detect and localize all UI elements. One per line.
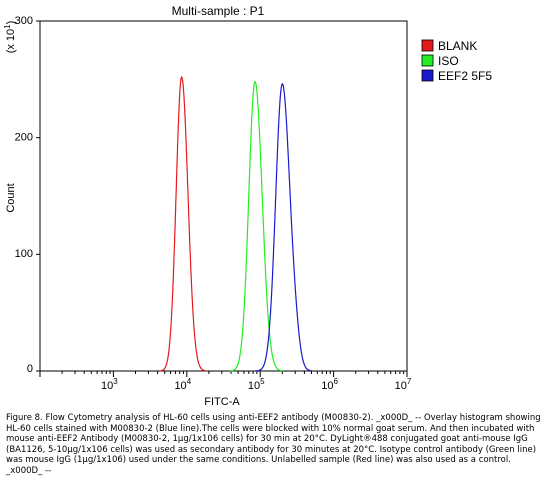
figure-caption: Figure 8. Flow Cytometry analysis of HL-…	[6, 413, 541, 476]
flow-cytometry-chart: Multi-sample : P1 Count (x 101) 0 100 200 3…	[3, 4, 492, 408]
x-tick-label: 103	[101, 377, 118, 392]
x-tick-label: 106	[321, 377, 338, 392]
y-tick-label: 300	[15, 15, 33, 27]
x-tick-label: 104	[174, 377, 191, 392]
x-tick-label: 105	[248, 377, 265, 392]
histogram-line-iso	[230, 81, 284, 372]
x-tick-label: 107	[395, 377, 412, 392]
legend-label: ISO	[438, 54, 459, 68]
y-axis-label: Count	[5, 183, 17, 212]
legend-label: BLANK	[438, 39, 477, 53]
legend-label: EEF2 5F5	[438, 69, 492, 83]
histogram-line-eef2-5f5	[255, 83, 312, 372]
histogram-line-blank	[159, 76, 207, 372]
y-tick-label: 200	[15, 132, 33, 144]
x-axis-label: FITC-A	[204, 396, 240, 408]
plot-frame	[39, 20, 408, 372]
y-tick-label: 0	[27, 363, 33, 375]
y-axis-multiplier: (x 101)	[3, 21, 17, 54]
chart-title: Multi-sample : P1	[172, 4, 265, 18]
legend-swatch	[421, 54, 434, 67]
legend-swatch	[421, 39, 434, 52]
legend-swatch	[421, 69, 434, 82]
y-tick-label: 100	[15, 248, 33, 260]
